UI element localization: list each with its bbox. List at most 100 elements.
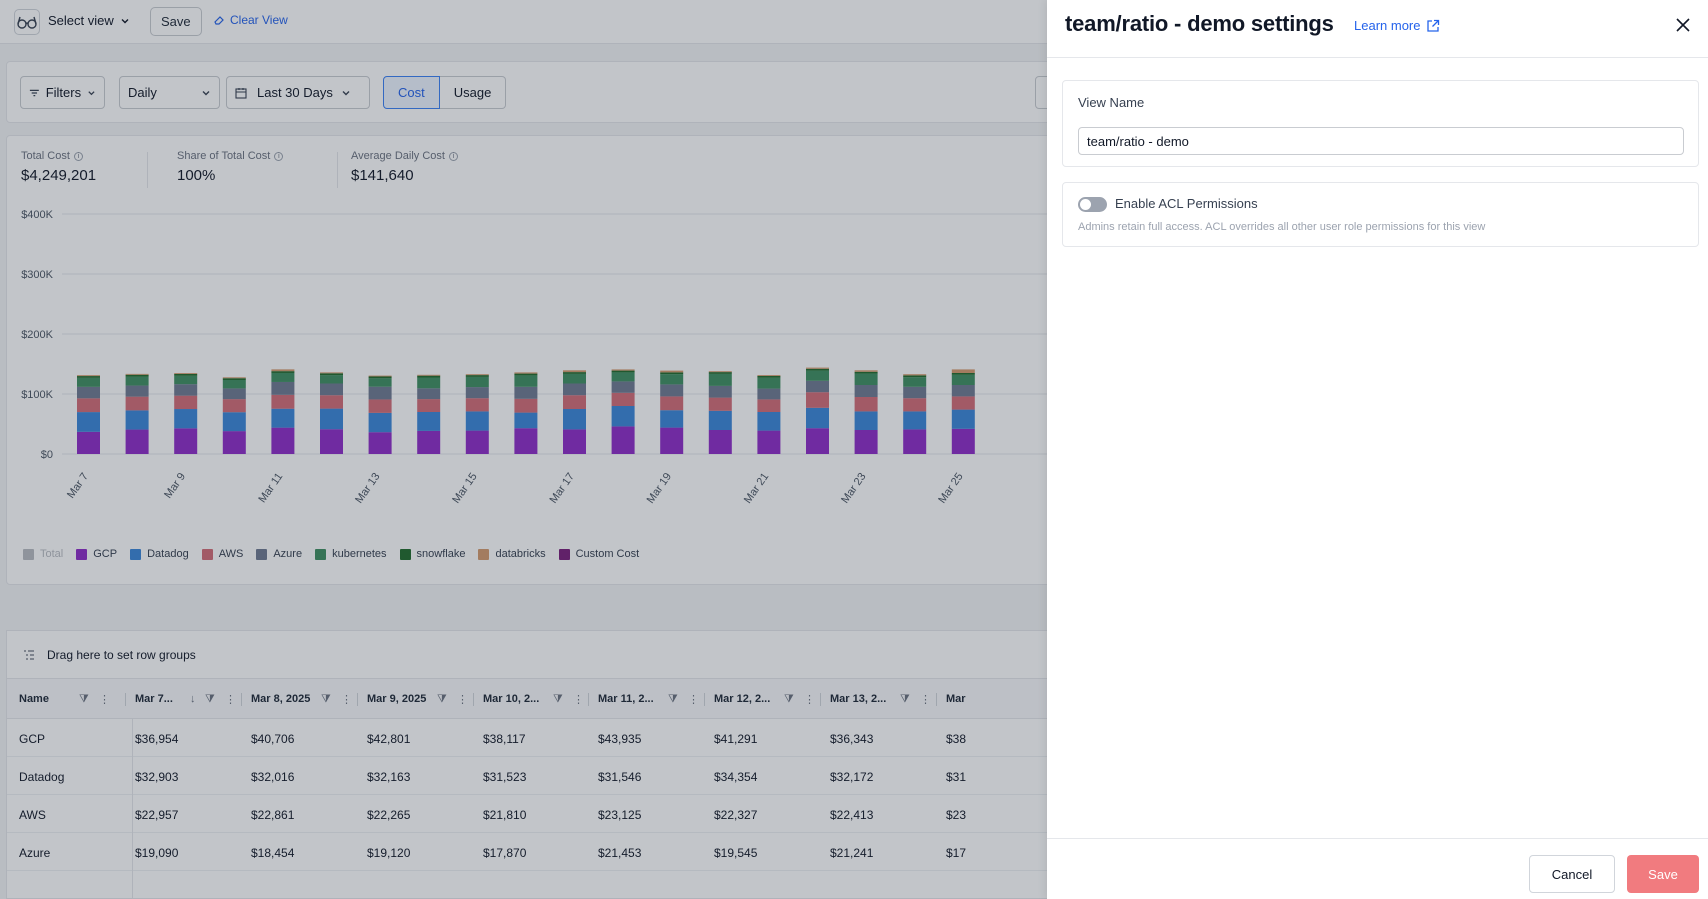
row-group-drop-zone[interactable]: Drag here to set row groups (7, 631, 1705, 679)
row-name-cell: Datadog (19, 770, 65, 784)
column-separator[interactable] (936, 693, 937, 706)
bar-segment-azure (951, 385, 975, 397)
column-menu-icon[interactable]: ⋮ (804, 693, 815, 706)
column-menu-icon[interactable]: ⋮ (99, 693, 110, 706)
usage-tab[interactable]: Usage (439, 76, 507, 109)
column-separator[interactable] (473, 693, 474, 706)
column-header-date[interactable]: Mar 9, 2025 ⧩ ⋮ (367, 679, 471, 719)
cost-tab[interactable]: Cost (383, 76, 440, 109)
column-menu-icon[interactable]: ⋮ (457, 693, 468, 706)
column-menu-icon[interactable]: ⋮ (225, 693, 236, 706)
close-icon[interactable] (1672, 14, 1694, 36)
cancel-button[interactable]: Cancel (1529, 855, 1615, 893)
table-row[interactable]: GCP $36,954 $40,706 $42,801 $38,117 $43,935 $4… (7, 719, 1705, 757)
filters-label: Filters (45, 85, 82, 100)
filter-icon[interactable]: ⧩ (437, 692, 447, 705)
column-header-date[interactable]: Mar 10, 2... ⧩ ⋮ (483, 679, 587, 719)
filter-icon[interactable]: ⧩ (553, 692, 563, 705)
chart-legend: Total GCP Datadog AWS Azure kubernetes snowfla… (23, 548, 639, 560)
bar-segment-kubernetes (757, 377, 781, 389)
table-row[interactable]: AWS $22,957 $22,861 $22,265 $21,810 $23,125 $2… (7, 795, 1705, 833)
bar-segment-aws (174, 395, 198, 410)
share-label: Share of Total Cost (177, 150, 271, 162)
table-row[interactable]: Azure $19,090 $18,454 $19,120 $17,870 $21,453… (7, 833, 1705, 871)
filter-icon[interactable]: ⧩ (784, 692, 794, 705)
legend-swatch (23, 548, 34, 560)
bar-segment-kubernetes (563, 373, 586, 384)
acl-toggle[interactable] (1078, 197, 1107, 212)
filter-icon[interactable]: ⧩ (321, 692, 331, 705)
sort-desc-icon[interactable]: ↓ (190, 693, 196, 705)
info-icon[interactable]: i (73, 151, 83, 161)
column-separator[interactable] (125, 693, 126, 706)
bar-segment-azure (368, 386, 392, 400)
cost-cell: $19,545 (714, 846, 758, 860)
filters-button[interactable]: Filters (20, 76, 105, 109)
bar-segment-azure (806, 380, 829, 393)
column-header-date[interactable]: Mar (946, 679, 1050, 719)
column-header-date[interactable]: Mar 7... ⧩ ⋮ ↓ (135, 679, 239, 719)
column-separator[interactable] (820, 693, 821, 706)
save-button[interactable]: Save (1627, 855, 1699, 893)
column-header-label: Mar (946, 693, 966, 705)
column-menu-icon[interactable]: ⋮ (688, 693, 699, 706)
save-view-button[interactable]: Save (150, 7, 202, 36)
legend-swatch (315, 548, 327, 560)
filter-icon[interactable]: ⧩ (205, 692, 215, 705)
logo-icon[interactable] (14, 9, 40, 35)
bar-segment-snowflake (854, 371, 878, 374)
bar-segment-aws (903, 398, 927, 412)
learn-more-link[interactable]: Learn more (1354, 18, 1440, 33)
info-icon[interactable]: i (448, 151, 458, 161)
column-separator[interactable] (357, 693, 358, 706)
date-range-select[interactable]: Last 30 Days (226, 76, 370, 109)
legend-item[interactable]: Total (23, 548, 63, 560)
drawer-header: team/ratio - demo settings Learn more (1047, 0, 1708, 58)
bar-segment-databricks (77, 375, 100, 377)
filter-icon[interactable]: ⧩ (79, 692, 89, 705)
table-row[interactable]: Datadog $32,903 $32,016 $32,163 $31,523 $31,5… (7, 757, 1705, 795)
column-menu-icon[interactable]: ⋮ (573, 693, 584, 706)
legend-item[interactable]: AWS (201, 548, 243, 560)
view-name-input[interactable] (1078, 127, 1684, 155)
cost-cell: $43,935 (598, 732, 642, 746)
drawer-footer: Cancel Save (1047, 838, 1708, 899)
bar-segment-kubernetes (77, 377, 100, 387)
clear-view-link[interactable]: Clear View (213, 13, 288, 27)
bar-segment-aws (125, 396, 149, 411)
legend-item[interactable]: Datadog (130, 548, 189, 560)
granularity-select[interactable]: Daily (119, 76, 220, 109)
granularity-value: Daily (128, 85, 157, 100)
column-header-date[interactable]: Mar 8, 2025 ⧩ ⋮ (251, 679, 355, 719)
legend-item[interactable]: GCP (76, 548, 117, 560)
legend-item[interactable]: Custom Cost (558, 548, 639, 560)
legend-item[interactable]: databricks (478, 548, 546, 560)
column-header-date[interactable]: Mar 12, 2... ⧩ ⋮ (714, 679, 818, 719)
column-separator[interactable] (704, 693, 705, 706)
column-header-date[interactable]: Mar 13, 2... ⧩ ⋮ (830, 679, 934, 719)
info-icon[interactable]: i (274, 151, 284, 161)
bar-segment-snowflake (563, 372, 586, 374)
bar-segment-azure (77, 386, 100, 399)
select-view-dropdown[interactable]: Select view (48, 13, 130, 28)
bar-segment-gcp (708, 430, 732, 454)
bar-segment-kubernetes (125, 376, 149, 386)
bar-segment-databricks (951, 369, 975, 373)
filter-icon[interactable]: ⧩ (668, 692, 678, 705)
column-separator[interactable] (241, 693, 242, 706)
column-header-date[interactable]: Mar 11, 2... ⧩ ⋮ (598, 679, 702, 719)
column-header-name[interactable]: Name ⧩ ⋮ (19, 679, 119, 719)
legend-item[interactable]: snowflake (399, 548, 465, 560)
legend-item[interactable]: kubernetes (315, 548, 387, 560)
column-header-label: Mar 8, 2025 (251, 693, 311, 705)
filter-icon[interactable]: ⧩ (900, 692, 910, 705)
column-menu-icon[interactable]: ⋮ (920, 693, 931, 706)
bar-segment-datadog (854, 411, 878, 430)
cost-cell: $31,546 (598, 770, 642, 784)
column-separator[interactable] (588, 693, 589, 706)
y-tick-label: $100K (21, 389, 53, 401)
legend-item[interactable]: Azure (256, 548, 302, 560)
bar-segment-gcp (417, 430, 441, 454)
column-menu-icon[interactable]: ⋮ (341, 693, 352, 706)
acl-label: Enable ACL Permissions (1115, 196, 1258, 211)
